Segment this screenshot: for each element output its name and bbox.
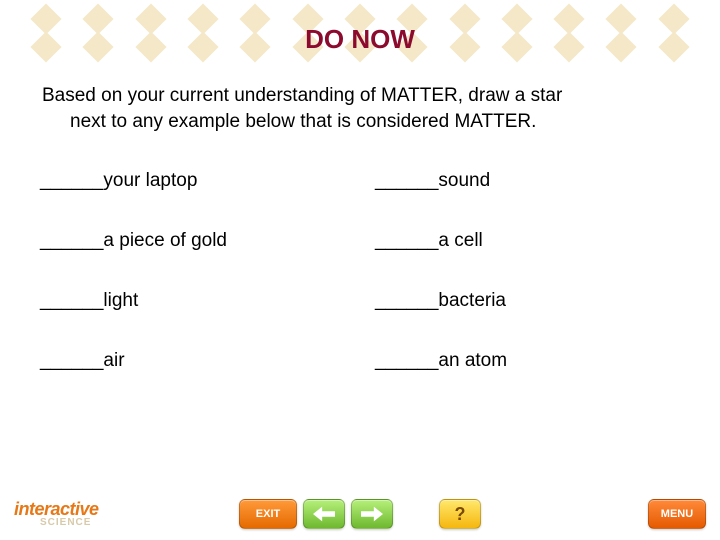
list-item: ______an atom: [375, 350, 680, 372]
prompt-text: Based on your current understanding of M…: [40, 83, 680, 134]
prompt-line-1: Based on your current understanding of M…: [42, 85, 562, 106]
list-item: ______a cell: [375, 230, 680, 252]
list-item: ______your laptop: [40, 170, 345, 192]
arrow-right-icon: [361, 506, 383, 522]
list-item: ______light: [40, 290, 345, 312]
brand-logo: interactive SCIENCE: [14, 500, 99, 528]
prompt-line-2: next to any example below that is consid…: [42, 109, 680, 135]
list-item: ______bacteria: [375, 290, 680, 312]
slide-title: DO NOW: [40, 24, 680, 55]
list-item: ______air: [40, 350, 345, 372]
help-button[interactable]: ?: [439, 499, 481, 529]
list-item: ______sound: [375, 170, 680, 192]
next-button[interactable]: [351, 499, 393, 529]
slide-content: DO NOW Based on your current understandi…: [0, 0, 720, 480]
menu-button[interactable]: MENU: [648, 499, 706, 529]
prev-button[interactable]: [303, 499, 345, 529]
list-item: ______a piece of gold: [40, 230, 345, 252]
exit-button[interactable]: EXIT: [239, 499, 297, 529]
arrow-left-icon: [313, 506, 335, 522]
footer-bar: interactive SCIENCE EXIT ? MENU: [0, 488, 720, 540]
items-grid: ______your laptop ______sound ______a pi…: [40, 170, 680, 372]
logo-text-bottom: SCIENCE: [40, 518, 91, 528]
logo-text-top: interactive: [14, 500, 99, 518]
nav-controls: EXIT ?: [239, 499, 481, 529]
